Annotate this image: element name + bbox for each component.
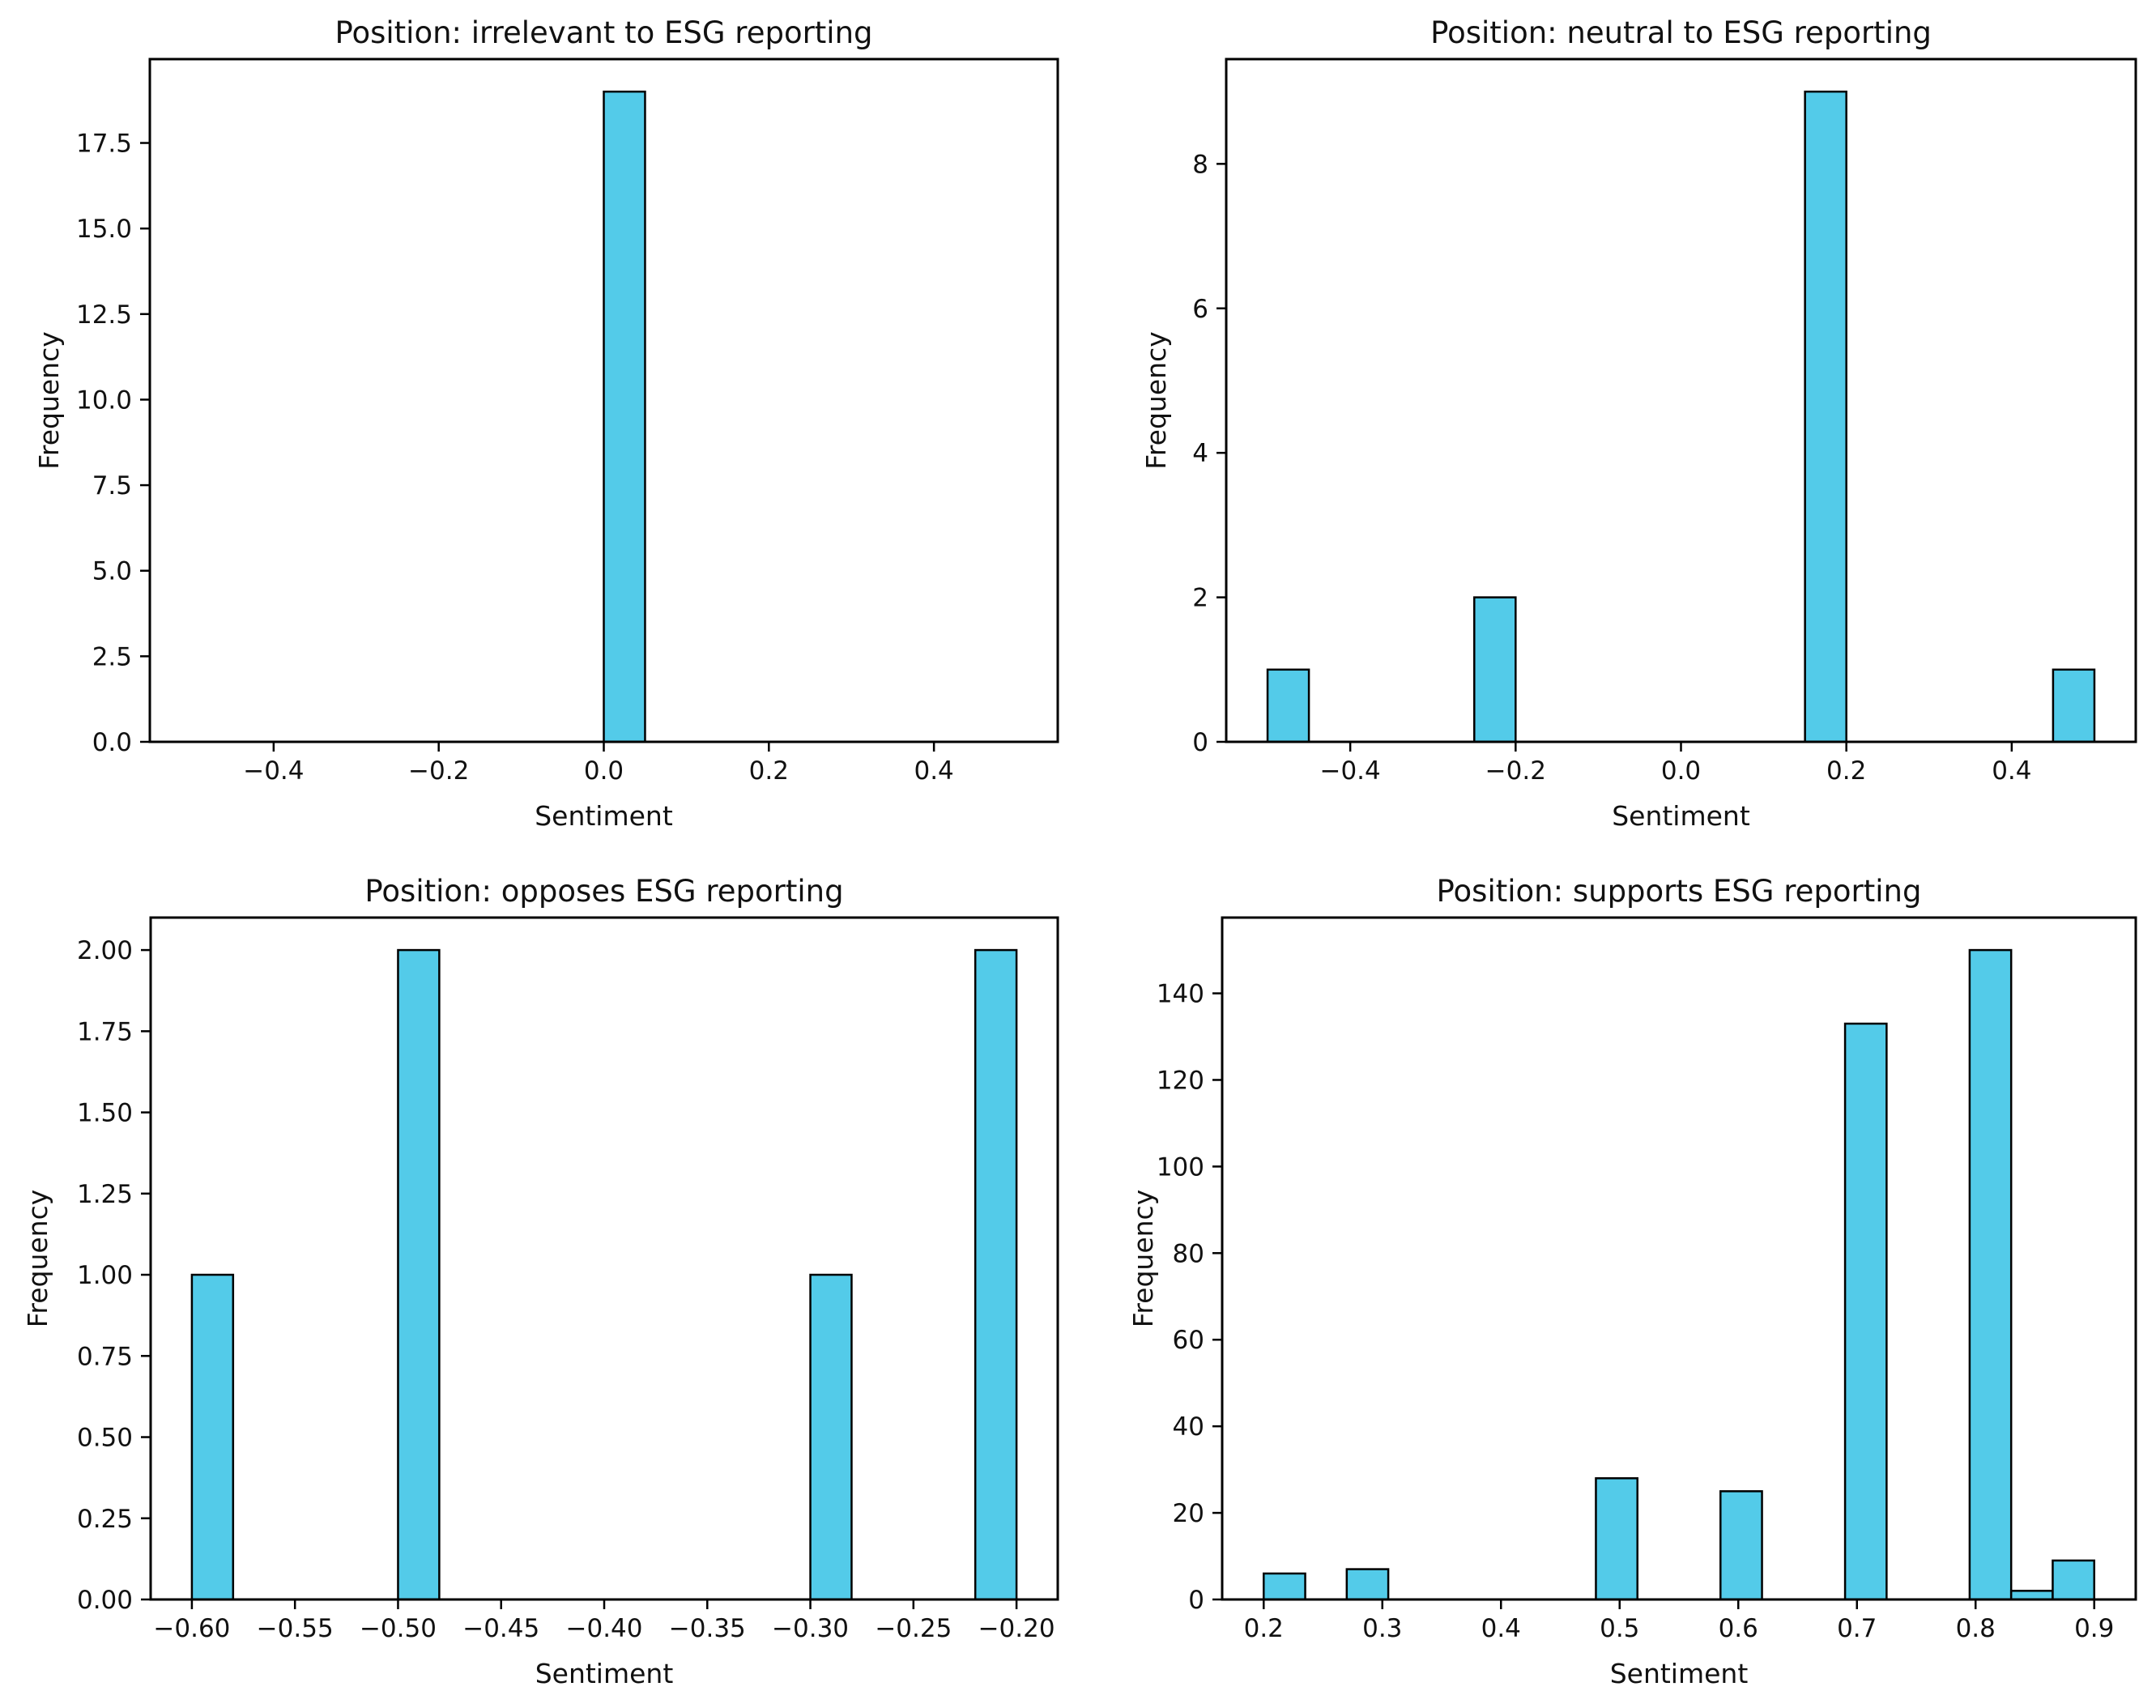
- y-tick-label: 0.75: [77, 1342, 133, 1371]
- y-tick-label: 2.5: [92, 642, 132, 671]
- x-tick-label: −0.50: [360, 1614, 437, 1643]
- y-tick-label: 1.00: [77, 1261, 133, 1290]
- y-axis-label: Frequency: [1140, 331, 1172, 469]
- x-tick-label: 0.6: [1719, 1614, 1758, 1643]
- plot-background: [151, 918, 1058, 1599]
- y-tick-label: 1.25: [77, 1180, 133, 1209]
- histogram-bar: [1719, 1490, 1763, 1601]
- chart-svg: −0.4 −0.2 0.0 0.2 0.4 0 2 4 6 8 Position: neutral …: [1140, 15, 2137, 832]
- x-tick-label: 0.3: [1362, 1614, 1402, 1643]
- y-tick-label: 0.25: [77, 1505, 133, 1534]
- x-tick-label: −0.2: [1485, 756, 1546, 786]
- histogram-bar: [2052, 668, 2096, 743]
- x-tick-label: 0.4: [1992, 756, 2031, 786]
- x-tick-label: 0.2: [1244, 1614, 1284, 1643]
- y-tick-label: 80: [1173, 1239, 1204, 1268]
- chart-title: Position: neutral to ESG reporting: [1430, 15, 1932, 50]
- x-tick-label: −0.30: [772, 1614, 849, 1643]
- x-tick-label: −0.45: [462, 1614, 539, 1643]
- y-tick-label: 1.50: [77, 1099, 133, 1128]
- x-axis-label: Sentiment: [1612, 800, 1750, 832]
- x-tick-label: −0.2: [408, 756, 469, 786]
- x-tick-label: 0.4: [914, 756, 953, 786]
- subplot-opposes-esg: −0.60 −0.55 −0.50 −0.45 −0.40 −0.35 −0.30 −0.25…: [0, 850, 1078, 1708]
- chart-svg: 0.2 0.3 0.4 0.5 0.6 0.7 0.8 0.9 0 20 40 60 80 100 120 1…: [1127, 874, 2137, 1689]
- y-axis-label: Frequency: [33, 331, 65, 469]
- y-tick-label: 0.0: [92, 728, 132, 757]
- x-tick-label: −0.20: [978, 1614, 1055, 1643]
- axes-frame: [1221, 916, 2137, 1601]
- chart-svg: −0.60 −0.55 −0.50 −0.45 −0.40 −0.35 −0.30 −0.25…: [22, 874, 1059, 1689]
- y-tick-label: 100: [1157, 1152, 1204, 1182]
- y-tick-label: 0: [1188, 1586, 1204, 1615]
- x-tick-label: 0.0: [1661, 756, 1701, 786]
- x-tick-label: 0.8: [1956, 1614, 1996, 1643]
- x-axis-label: Sentiment: [535, 1658, 674, 1689]
- histogram-bar: [190, 1273, 235, 1601]
- y-axis-label: Frequency: [22, 1190, 53, 1327]
- y-tick-label: 0: [1192, 728, 1208, 757]
- subplot-neutral-to-esg: −0.4 −0.2 0.0 0.2 0.4 0 2 4 6 8 Position: neutral …: [1078, 0, 2156, 850]
- y-tick-label: 2: [1192, 584, 1208, 613]
- y-tick-label: 12.5: [76, 300, 132, 330]
- y-axis-label: Frequency: [1127, 1190, 1159, 1327]
- plot-background: [1226, 59, 2136, 742]
- y-tick-label: 17.5: [76, 130, 132, 159]
- x-tick-label: 0.4: [1481, 1614, 1521, 1643]
- x-tick-label: 0.9: [2074, 1614, 2114, 1643]
- subplot-supports-esg: 0.2 0.3 0.4 0.5 0.6 0.7 0.8 0.9 0 20 40 60 80 100 120 1…: [1078, 850, 2156, 1708]
- x-tick-label: −0.40: [566, 1614, 643, 1643]
- x-tick-label: −0.55: [257, 1614, 334, 1643]
- histogram-bar: [1968, 948, 2013, 1601]
- x-tick-label: −0.60: [153, 1614, 230, 1643]
- histogram-bar: [2009, 1590, 2054, 1601]
- y-tick-label: 60: [1173, 1326, 1204, 1355]
- chart-title: Position: irrelevant to ESG reporting: [334, 15, 872, 50]
- y-tick-label: 0.00: [77, 1586, 133, 1615]
- y-tick-label: 7.5: [92, 471, 132, 500]
- histogram-bar: [1804, 90, 1847, 743]
- histogram-bar: [1345, 1568, 1390, 1601]
- y-tick-label: 20: [1173, 1499, 1204, 1528]
- y-tick-label: 0.50: [77, 1424, 133, 1453]
- histogram-bar: [1843, 1022, 1888, 1601]
- y-tick-label: 120: [1157, 1066, 1204, 1095]
- chart-title: Position: supports ESG reporting: [1437, 874, 1922, 909]
- chart-svg: −0.4 −0.2 0.0 0.2 0.4 0.0 2.5 5.0 7.5 10.0 12.5 15.…: [33, 15, 1059, 832]
- y-tick-label: 4: [1192, 439, 1208, 468]
- y-tick-label: 10.0: [76, 385, 132, 415]
- x-axis-label: Sentiment: [1610, 1658, 1749, 1689]
- histogram-bar: [974, 948, 1018, 1601]
- x-tick-label: 0.7: [1837, 1614, 1877, 1643]
- y-tick-label: 15.0: [76, 215, 132, 244]
- histogram-bar: [1266, 668, 1310, 743]
- histogram-bar: [1263, 1572, 1306, 1601]
- histogram-bar: [2052, 1559, 2095, 1601]
- x-tick-label: 0.2: [749, 756, 789, 786]
- x-tick-label: 0.5: [1600, 1614, 1639, 1643]
- histogram-bar: [397, 948, 441, 1601]
- chart-title: Position: opposes ESG reporting: [364, 874, 843, 909]
- x-tick-label: −0.35: [669, 1614, 746, 1643]
- x-tick-label: 0.2: [1826, 756, 1866, 786]
- x-tick-label: −0.4: [1319, 756, 1380, 786]
- histogram-bar: [1595, 1477, 1638, 1601]
- subplot-irrelevant-to-esg: −0.4 −0.2 0.0 0.2 0.4 0.0 2.5 5.0 7.5 10.0 12.5 15.…: [0, 0, 1078, 850]
- histogram-bar: [603, 90, 646, 743]
- y-tick-label: 5.0: [92, 557, 132, 586]
- y-tick-label: 1.75: [77, 1017, 133, 1046]
- y-tick-label: 8: [1192, 150, 1208, 179]
- y-tick-label: 6: [1192, 295, 1208, 324]
- x-tick-label: −0.4: [243, 756, 304, 786]
- y-tick-label: 2.00: [77, 936, 133, 965]
- x-tick-label: −0.25: [875, 1614, 952, 1643]
- y-tick-label: 140: [1157, 980, 1204, 1009]
- x-axis-label: Sentiment: [535, 800, 673, 832]
- histogram-bar: [809, 1273, 853, 1601]
- y-tick-label: 40: [1173, 1412, 1204, 1442]
- histogram-bar: [1473, 596, 1517, 743]
- x-tick-label: 0.0: [584, 756, 624, 786]
